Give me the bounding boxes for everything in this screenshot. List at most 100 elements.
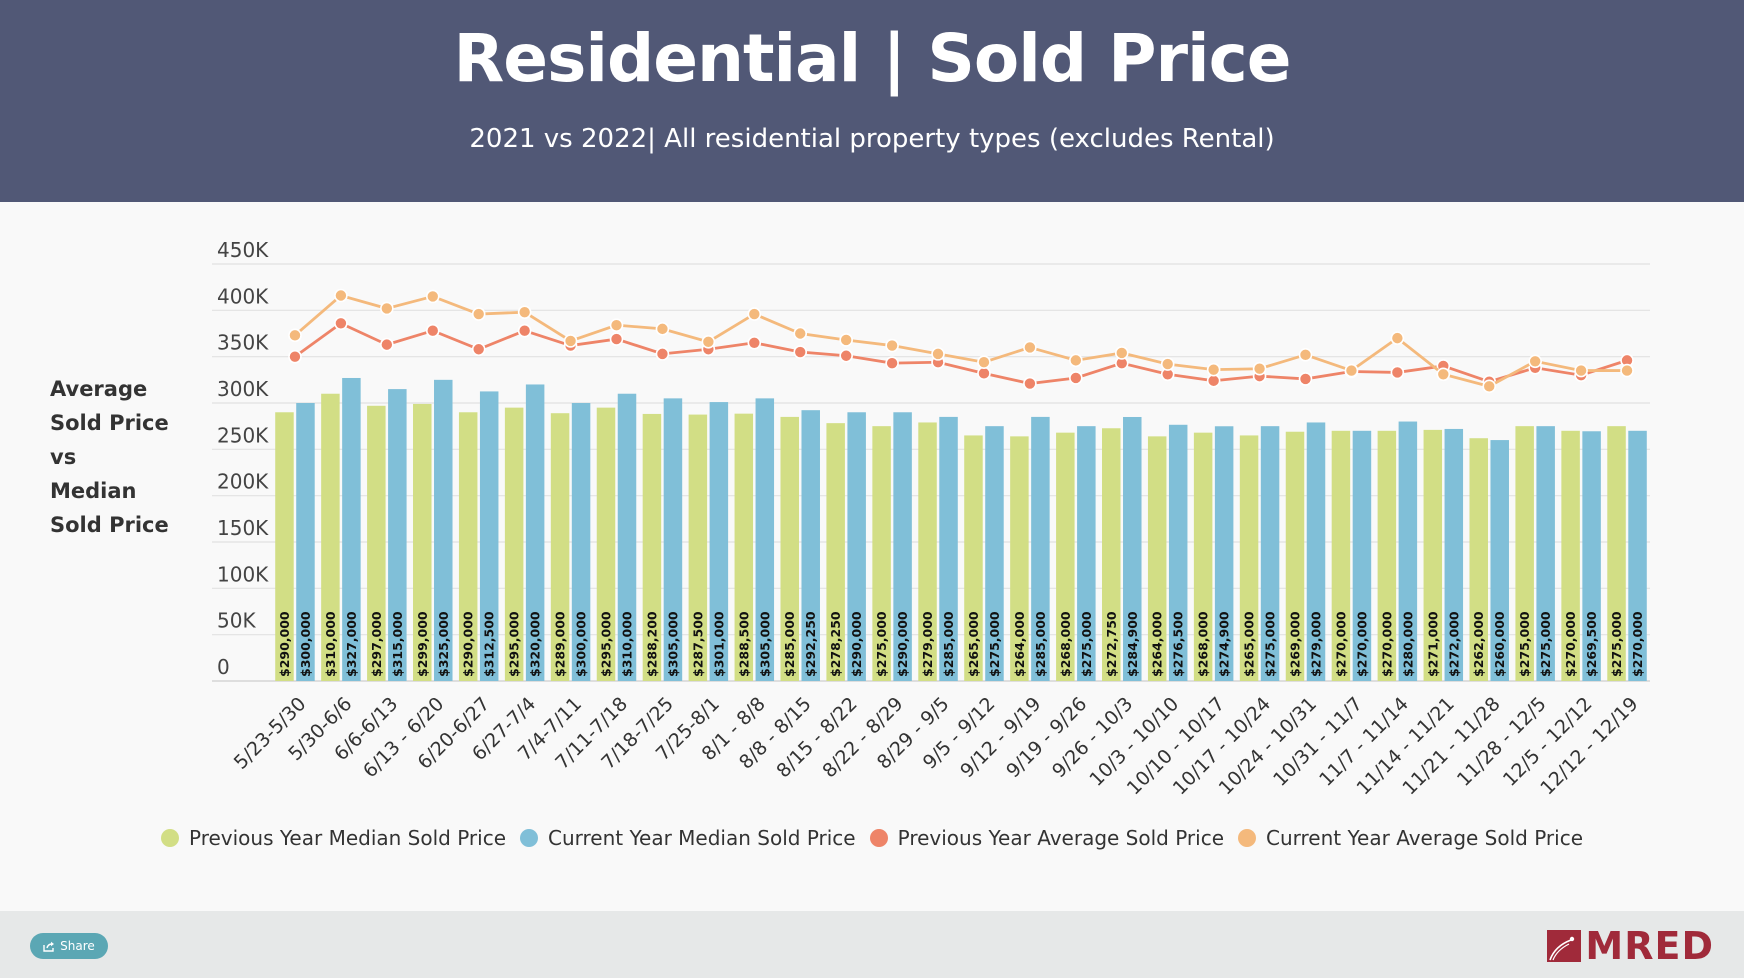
- bar-curr-median[interactable]: [1582, 431, 1601, 681]
- bar-prev-median[interactable]: [642, 413, 662, 681]
- legend-item-prev-average[interactable]: Previous Year Average Sold Price: [869, 826, 1224, 850]
- point-prev-average[interactable]: [609, 332, 624, 346]
- point-curr-average[interactable]: [563, 334, 578, 348]
- bar-curr-median[interactable]: [296, 403, 315, 681]
- bar-curr-median[interactable]: [1628, 430, 1647, 681]
- point-prev-average[interactable]: [1023, 376, 1037, 391]
- bar-prev-median[interactable]: [1377, 430, 1397, 681]
- point-curr-average[interactable]: [1436, 367, 1451, 382]
- point-curr-average[interactable]: [609, 318, 624, 332]
- legend-item-curr-median[interactable]: Current Year Median Sold Price: [520, 826, 856, 850]
- point-curr-average[interactable]: [1206, 362, 1221, 377]
- point-curr-average[interactable]: [1390, 331, 1405, 345]
- bar-prev-median[interactable]: [1423, 429, 1443, 681]
- point-prev-average[interactable]: [517, 323, 532, 338]
- bar-curr-median[interactable]: [525, 384, 545, 681]
- bar-curr-median[interactable]: [1168, 424, 1188, 681]
- bar-prev-median[interactable]: [872, 426, 891, 681]
- point-curr-average[interactable]: [1023, 340, 1037, 355]
- bar-prev-median[interactable]: [1147, 436, 1167, 681]
- point-curr-average[interactable]: [655, 322, 670, 336]
- bar-prev-median[interactable]: [458, 412, 478, 681]
- point-curr-average[interactable]: [701, 335, 716, 349]
- bar-curr-median[interactable]: [1536, 426, 1555, 681]
- point-curr-average[interactable]: [517, 305, 532, 319]
- point-curr-average[interactable]: [1620, 363, 1634, 378]
- point-prev-average[interactable]: [885, 356, 899, 370]
- bar-prev-median[interactable]: [688, 414, 708, 681]
- point-prev-average[interactable]: [288, 349, 302, 364]
- bar-curr-median[interactable]: [709, 402, 729, 681]
- bar-curr-median[interactable]: [755, 398, 775, 681]
- bar-curr-median[interactable]: [801, 410, 820, 681]
- bar-curr-median[interactable]: [985, 426, 1004, 681]
- legend-item-prev-median[interactable]: Previous Year Median Sold Price: [160, 826, 506, 850]
- point-prev-average[interactable]: [425, 323, 440, 338]
- bar-prev-median[interactable]: [550, 413, 570, 681]
- point-curr-average[interactable]: [747, 307, 762, 321]
- bar-curr-median[interactable]: [434, 379, 453, 681]
- bar-curr-median[interactable]: [1444, 428, 1464, 681]
- bar-prev-median[interactable]: [826, 423, 845, 681]
- point-curr-average[interactable]: [977, 355, 991, 370]
- bar-curr-median[interactable]: [663, 398, 683, 681]
- point-curr-average[interactable]: [793, 326, 808, 341]
- bar-curr-median[interactable]: [1398, 421, 1418, 681]
- point-prev-average[interactable]: [1390, 365, 1405, 380]
- point-prev-average[interactable]: [1069, 371, 1083, 385]
- bar-curr-median[interactable]: [1306, 422, 1326, 681]
- point-prev-average[interactable]: [1298, 372, 1313, 386]
- point-prev-average[interactable]: [380, 337, 394, 352]
- point-prev-average[interactable]: [655, 347, 670, 361]
- point-prev-average[interactable]: [471, 342, 486, 357]
- bar-prev-median[interactable]: [1010, 436, 1029, 681]
- bar-curr-median[interactable]: [1077, 426, 1096, 681]
- point-curr-average[interactable]: [1160, 357, 1175, 371]
- point-prev-average[interactable]: [839, 348, 853, 363]
- bar-curr-median[interactable]: [342, 377, 361, 681]
- bar-prev-median[interactable]: [321, 393, 340, 681]
- point-curr-average[interactable]: [471, 307, 486, 321]
- point-curr-average[interactable]: [885, 338, 899, 353]
- bar-curr-median[interactable]: [1031, 416, 1050, 681]
- point-curr-average[interactable]: [931, 347, 945, 361]
- bar-prev-median[interactable]: [1607, 426, 1626, 681]
- bar-prev-median[interactable]: [596, 407, 616, 681]
- point-curr-average[interactable]: [288, 328, 302, 343]
- point-curr-average[interactable]: [1574, 363, 1588, 378]
- share-button[interactable]: Share: [30, 933, 108, 959]
- bar-prev-median[interactable]: [275, 412, 294, 681]
- bar-curr-median[interactable]: [571, 403, 591, 681]
- bar-prev-median[interactable]: [1561, 430, 1580, 681]
- bar-prev-median[interactable]: [1193, 432, 1213, 681]
- bar-curr-median[interactable]: [1214, 426, 1234, 681]
- point-prev-average[interactable]: [793, 345, 808, 359]
- point-curr-average[interactable]: [1069, 353, 1083, 368]
- point-curr-average[interactable]: [425, 289, 440, 304]
- bar-prev-median[interactable]: [504, 407, 524, 681]
- bar-curr-median[interactable]: [893, 412, 912, 681]
- legend-item-curr-average[interactable]: Current Year Average Sold Price: [1238, 826, 1583, 850]
- point-curr-average[interactable]: [839, 333, 853, 347]
- bar-curr-median[interactable]: [1123, 416, 1142, 681]
- bar-prev-median[interactable]: [367, 405, 386, 681]
- bar-prev-median[interactable]: [1102, 428, 1121, 681]
- point-prev-average[interactable]: [1206, 373, 1221, 388]
- bar-prev-median[interactable]: [1285, 431, 1305, 681]
- point-curr-average[interactable]: [334, 288, 348, 303]
- point-curr-average[interactable]: [1114, 346, 1129, 360]
- point-prev-average[interactable]: [977, 366, 991, 381]
- bar-prev-median[interactable]: [780, 416, 799, 681]
- bar-curr-median[interactable]: [847, 412, 866, 681]
- bar-prev-median[interactable]: [1239, 435, 1259, 681]
- bar-prev-median[interactable]: [734, 413, 754, 681]
- point-curr-average[interactable]: [380, 301, 394, 316]
- bar-prev-median[interactable]: [1331, 430, 1351, 681]
- bar-curr-median[interactable]: [617, 393, 637, 681]
- bar-prev-median[interactable]: [964, 435, 983, 681]
- bar-curr-median[interactable]: [939, 416, 958, 681]
- bar-prev-median[interactable]: [1056, 432, 1075, 681]
- point-curr-average[interactable]: [1344, 363, 1359, 378]
- bar-curr-median[interactable]: [388, 389, 407, 681]
- point-prev-average[interactable]: [747, 335, 762, 350]
